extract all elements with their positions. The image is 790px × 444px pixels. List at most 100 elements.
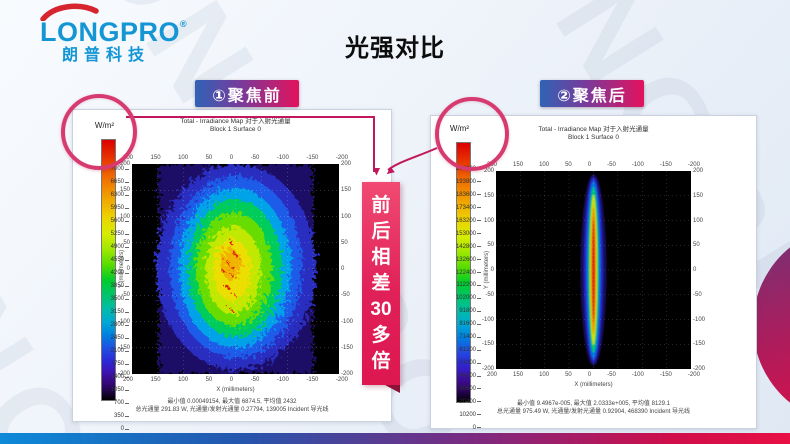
page-title: 光强对比	[345, 35, 445, 62]
x-tick: -150	[659, 162, 672, 168]
ribbon-char: 相	[371, 246, 391, 268]
comparison-ribbon: 前后相差 30 多倍	[362, 182, 400, 393]
y-tick: 50	[123, 239, 130, 246]
colorbar-tick: 102000	[456, 295, 481, 301]
y-tick: 50	[341, 239, 348, 246]
x-tick: 150	[150, 377, 161, 383]
colorbar-tick: 0	[473, 425, 481, 431]
y-tick: 200	[693, 168, 704, 174]
badge-after-focus: ②聚焦后	[540, 80, 644, 107]
y-tick: -50	[121, 292, 130, 299]
y-tick: -100	[341, 318, 354, 325]
y-tick: -150	[341, 344, 354, 351]
y-tick: -100	[117, 318, 130, 325]
colorbar-tick: 700	[114, 400, 129, 406]
x-tick: 100	[539, 372, 550, 378]
y-tick: 100	[341, 213, 352, 220]
stats-line1: 最小值 9.4967e-005, 最大值 2.0333e+005, 平均值 81…	[517, 401, 670, 407]
magnifier-ring-after	[435, 97, 509, 171]
y-tick: -200	[481, 366, 494, 372]
colorbar-tick: 30600	[459, 386, 481, 392]
colorbar-tick: 0	[121, 426, 129, 432]
x-axis-label: X (millimeters)	[574, 382, 613, 388]
y-tick: 200	[341, 161, 352, 167]
magnifier-ring-before	[61, 94, 137, 170]
colorbar-tick: 3500	[111, 296, 129, 302]
colorbar-tick: 5950	[111, 205, 129, 211]
colorbar-tick: 4550	[111, 257, 129, 263]
x-tick: -50	[607, 162, 616, 168]
stats-line1: 最小值 0.00049154, 最大值 6874.5, 平均值 2432	[167, 399, 297, 405]
colorbar-tick: 183600	[456, 192, 481, 198]
x-tick: -150	[659, 372, 672, 378]
y-tick: 0	[693, 267, 697, 273]
ribbon-char: 前	[371, 194, 391, 216]
colorbar-tick: 6300	[111, 192, 129, 198]
y-tick: 200	[119, 161, 130, 167]
x-tick: 0	[587, 372, 592, 378]
y-tick: 150	[119, 187, 130, 194]
colorbar-tick: 2450	[111, 335, 129, 341]
x-tick: 100	[178, 377, 189, 383]
y-axis-label: Y (millimeters)	[119, 249, 125, 289]
x-axis-ticks-top: 200 150 100 50 0 -50 -100 -150 -200	[487, 162, 700, 168]
colorbar-tick: 2100	[111, 348, 129, 354]
x-tick: 50	[565, 372, 572, 378]
y-tick: 150	[693, 192, 704, 199]
x-tick: 0	[587, 162, 592, 168]
colorbar-tick: 5600	[111, 218, 129, 224]
x-tick: -200	[335, 377, 348, 383]
colorbar-tick: 163200	[456, 218, 481, 224]
x-tick: 50	[205, 377, 213, 383]
stats-line2: 总光通量 291.83 W, 光通量/发射光通量 0.27794, 139005…	[135, 406, 329, 413]
chart-title-line1: Total - Irradiance Map 对于入射光通量	[180, 118, 291, 125]
irradiance-map-before	[132, 164, 339, 374]
colorbar-tick: 5250	[111, 231, 129, 237]
x-tick: -200	[687, 162, 700, 168]
company-logo: LONGPRO® 朗普科技	[40, 3, 187, 66]
y-tick: -100	[693, 316, 706, 323]
colorbar-tick: 122400	[456, 270, 481, 276]
chart-statistics: 最小值 9.4967e-005, 最大值 2.0333e+005, 平均值 81…	[439, 401, 748, 416]
x-tick: 100	[178, 155, 189, 161]
y-axis-label: Y (millimeters)	[484, 250, 490, 290]
x-tick: -100	[631, 162, 644, 168]
x-tick: 150	[513, 372, 524, 378]
y-tick: 0	[341, 266, 345, 272]
y-tick: 100	[693, 217, 704, 224]
x-axis-ticks-bottom: 200 150 100 50 0 -50 -100 -150 -200	[123, 377, 348, 383]
colorbar-tick: 91800	[459, 308, 481, 314]
ribbon-char: 倍	[371, 350, 391, 372]
x-tick: -150	[306, 377, 319, 383]
x-tick: -100	[276, 155, 289, 161]
bottom-gradient-bar	[0, 433, 790, 444]
x-tick: -150	[306, 155, 319, 161]
ribbon-char: 差	[371, 272, 391, 294]
x-tick: -50	[250, 377, 260, 383]
x-axis-label: X (millimeters)	[216, 387, 255, 393]
colorbar-tick: 350	[114, 413, 129, 419]
colorbar-tick: 132600	[456, 257, 481, 263]
y-axis-ticks-left: 200 150 100 50 0 -50 -100 -150 -200	[473, 168, 494, 372]
x-tick: -50	[250, 155, 260, 161]
colorbar-tick: 20400	[459, 399, 481, 405]
y-tick: 0	[126, 266, 130, 272]
chart-title: Total - Irradiance Map 对于入射光通量 Block 1 S…	[132, 118, 339, 134]
chart-title-line2: Block 1 Surface 0	[210, 126, 261, 133]
chart-title-line2: Block 1 Surface 0	[568, 134, 619, 141]
logo-subtitle: 朗普科技	[62, 47, 151, 64]
x-tick: 150	[513, 162, 524, 168]
colorbar-tick: 3850	[111, 283, 129, 289]
x-tick: 0	[229, 377, 234, 383]
badge-before-focus: ①聚焦前	[195, 80, 299, 107]
y-tick: 200	[483, 168, 494, 174]
y-tick: -50	[485, 291, 494, 298]
colorbar-tick: 2800	[111, 322, 129, 328]
stats-line2: 总光通量 975.49 W, 光通量/发射光通量 0.92904, 468390…	[496, 408, 691, 415]
y-tick: -200	[117, 371, 130, 377]
y-tick: 150	[483, 192, 494, 199]
x-tick: 100	[539, 162, 550, 168]
panel-before-focus: W/m² 7000 6650 6300 5950 5600 5250 4900 4550 420…	[72, 109, 392, 432]
colorbar-tick: 10200	[459, 412, 481, 418]
chart-statistics: 最小值 0.00049154, 最大值 6874.5, 平均值 2432 总光通…	[81, 399, 383, 414]
